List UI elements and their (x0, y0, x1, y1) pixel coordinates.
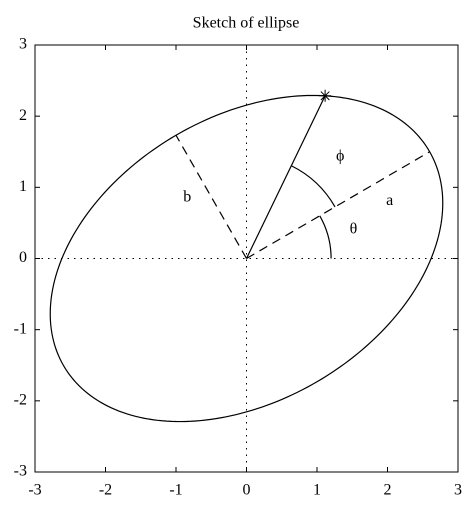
y-tick-label: 1 (19, 178, 27, 195)
y-tick-label: 2 (19, 107, 27, 124)
phi-arc (291, 165, 336, 208)
y-tick-label: 0 (19, 249, 27, 266)
chart-title: Sketch of ellipse (193, 15, 300, 32)
x-tick-label: 3 (454, 482, 462, 499)
minor-axis (175, 134, 248, 259)
y-tick-label: -3 (14, 463, 27, 480)
radius-line (245, 95, 326, 259)
x-tick-label: 2 (384, 482, 392, 499)
y-tick-label: 3 (19, 36, 27, 53)
y-tick-label: -2 (14, 392, 27, 409)
a-label: a (386, 192, 393, 209)
x-tick-label: -3 (28, 482, 41, 499)
y-tick-label: -1 (14, 320, 27, 337)
theta-arc (319, 215, 332, 259)
major-axis (246, 151, 430, 260)
x-tick-label: 0 (243, 482, 251, 499)
b-label: b (183, 188, 191, 205)
x-tick-label: -1 (169, 482, 182, 499)
phi-label: ϕ (336, 148, 344, 165)
ellipse (49, 94, 444, 423)
theta-label: θ (350, 220, 358, 237)
x-tick-label: 1 (313, 482, 321, 499)
point-marker (319, 89, 332, 102)
x-tick-label: -2 (99, 482, 112, 499)
